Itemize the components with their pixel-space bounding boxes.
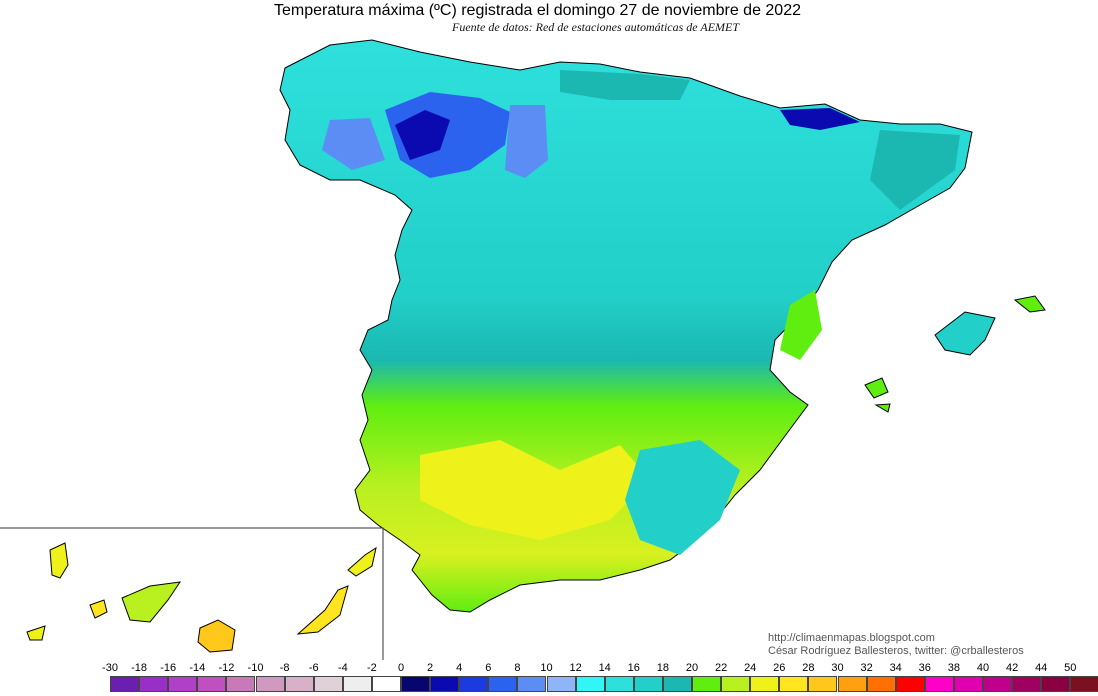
map-title: Temperatura máxima (ºC) registrada el do…: [274, 2, 801, 19]
legend-tick-label: 16: [627, 662, 640, 674]
legend-tick-label: 6: [485, 662, 492, 674]
legend-tick-label: 24: [744, 662, 757, 674]
legend-color-swatch: [953, 676, 983, 692]
legend-color-swatch: [430, 676, 460, 692]
legend-tick-label: -18: [131, 662, 148, 674]
pyrenees-cold: [780, 108, 860, 130]
legend-tick-label: 30: [831, 662, 844, 674]
andalucia-hot: [420, 440, 650, 540]
legend-color-swatch: [575, 676, 605, 692]
legend-color-swatch: [983, 676, 1013, 692]
legend-color-swatch: [721, 676, 751, 692]
la-gomera-island: [89, 599, 108, 619]
legend-tick-label: 2: [427, 662, 434, 674]
legend-tick-label: 34: [889, 662, 902, 674]
legend-tick-label: -10: [247, 662, 264, 674]
legend-color-swatch: [197, 676, 227, 692]
legend-tick-label: 44: [1035, 662, 1048, 674]
legend-tick-label: -4: [337, 662, 348, 674]
legend-color-swatch: [401, 676, 431, 692]
legend-color-swatch: [924, 676, 954, 692]
legend-color-swatch: [313, 676, 343, 692]
legend-tick-label: 14: [598, 662, 611, 674]
legend-color-swatch: [604, 676, 634, 692]
legend-color-swatch: [1041, 676, 1071, 692]
ibiza-island: [864, 377, 889, 399]
cantabrian-coast: [560, 70, 690, 100]
legend-tick-label: 28: [802, 662, 815, 674]
legend-tick-label: -16: [160, 662, 177, 674]
data-source-note: Fuente de datos: Red de estaciones autom…: [452, 20, 740, 34]
peninsula-landmass: [279, 39, 973, 613]
legend-tick-label: -6: [308, 662, 319, 674]
legend-color-swatch: [371, 676, 401, 692]
legend-color-swatch: [750, 676, 780, 692]
legend-tick-label: -8: [279, 662, 290, 674]
valencia-warm: [780, 290, 822, 360]
legend-color-swatch: [284, 676, 314, 692]
mallorca-island: [934, 311, 996, 356]
legend-tick-label: 50: [1064, 662, 1077, 674]
legend-tick-label: -2: [367, 662, 377, 674]
formentera-island: [874, 403, 891, 413]
legend-color-swatch: [662, 676, 692, 692]
legend-color-swatch: [488, 676, 518, 692]
tenerife-island: [121, 581, 182, 623]
legend-color-swatch: [255, 676, 285, 692]
legend-color-swatch: [168, 676, 198, 692]
legend-color-swatch: [895, 676, 925, 692]
catalonia-teal: [870, 130, 960, 210]
southeast-teal: [625, 440, 740, 555]
legend-tick-label: 18: [656, 662, 670, 674]
legend-tick-label: 40: [976, 662, 990, 674]
canarias-inset-frame: [0, 527, 384, 660]
gran-canaria-island: [197, 619, 236, 653]
fuerteventura-island: [296, 585, 349, 635]
legend-color-swatch: [459, 676, 489, 692]
author-credit: César Rodríguez Ballesteros, twitter: @c…: [768, 645, 1024, 657]
lanzarote-island: [347, 546, 377, 577]
legend-color-swatch: [139, 676, 169, 692]
legend-color-swatch: [546, 676, 576, 692]
legend-color-swatch: [517, 676, 547, 692]
menorca-island: [1013, 295, 1046, 313]
legend-tick-label: 10: [540, 662, 553, 674]
legend-tick-label: 38: [947, 662, 961, 674]
legend-color-swatch: [808, 676, 838, 692]
legend-tick-label: 12: [569, 662, 582, 674]
galicia-coast: [322, 118, 385, 170]
legend-tick-label: 4: [456, 662, 463, 674]
legend-tick-label: 0: [397, 662, 405, 674]
legend-tick-label: 42: [1005, 662, 1019, 674]
leon-cool-area: [505, 105, 548, 178]
legend-color-swatch: [342, 676, 372, 692]
legend-color-swatch: [110, 676, 140, 692]
legend-tick-label: 20: [685, 662, 699, 674]
legend-color-swatch: [779, 676, 809, 692]
north-west-cold-core: [395, 110, 450, 160]
legend-tick-label: 36: [918, 662, 931, 674]
legend-color-swatch: [1070, 676, 1098, 692]
legend-tick-label: 8: [514, 662, 521, 674]
legend-tick-label: -14: [189, 662, 206, 674]
legend-color-swatch: [692, 676, 722, 692]
el-hierro-island: [26, 625, 46, 641]
legend-color-swatch: [1012, 676, 1042, 692]
legend-tick-label: -30: [102, 662, 118, 674]
legend-tick-label: 22: [714, 662, 728, 674]
legend-color-swatch: [837, 676, 867, 692]
legend-color-swatch: [633, 676, 663, 692]
la-palma-island: [49, 542, 69, 579]
legend-tick-label: 32: [860, 662, 873, 674]
blog-url-credit: http://climaenmapas.blogspot.com: [768, 632, 935, 644]
legend-tick-label: -12: [218, 662, 235, 674]
temperature-legend: -30 -18 -16 -14 -12 -10 -8 -6 -4 -2 0 2 4 6 8 10 12 14 16 1…: [95, 662, 1098, 696]
legend-tick-label: 26: [773, 662, 786, 674]
temperature-map: [0, 39, 1046, 660]
legend-color-swatch: [866, 676, 896, 692]
legend-color-swatch: [226, 676, 256, 692]
